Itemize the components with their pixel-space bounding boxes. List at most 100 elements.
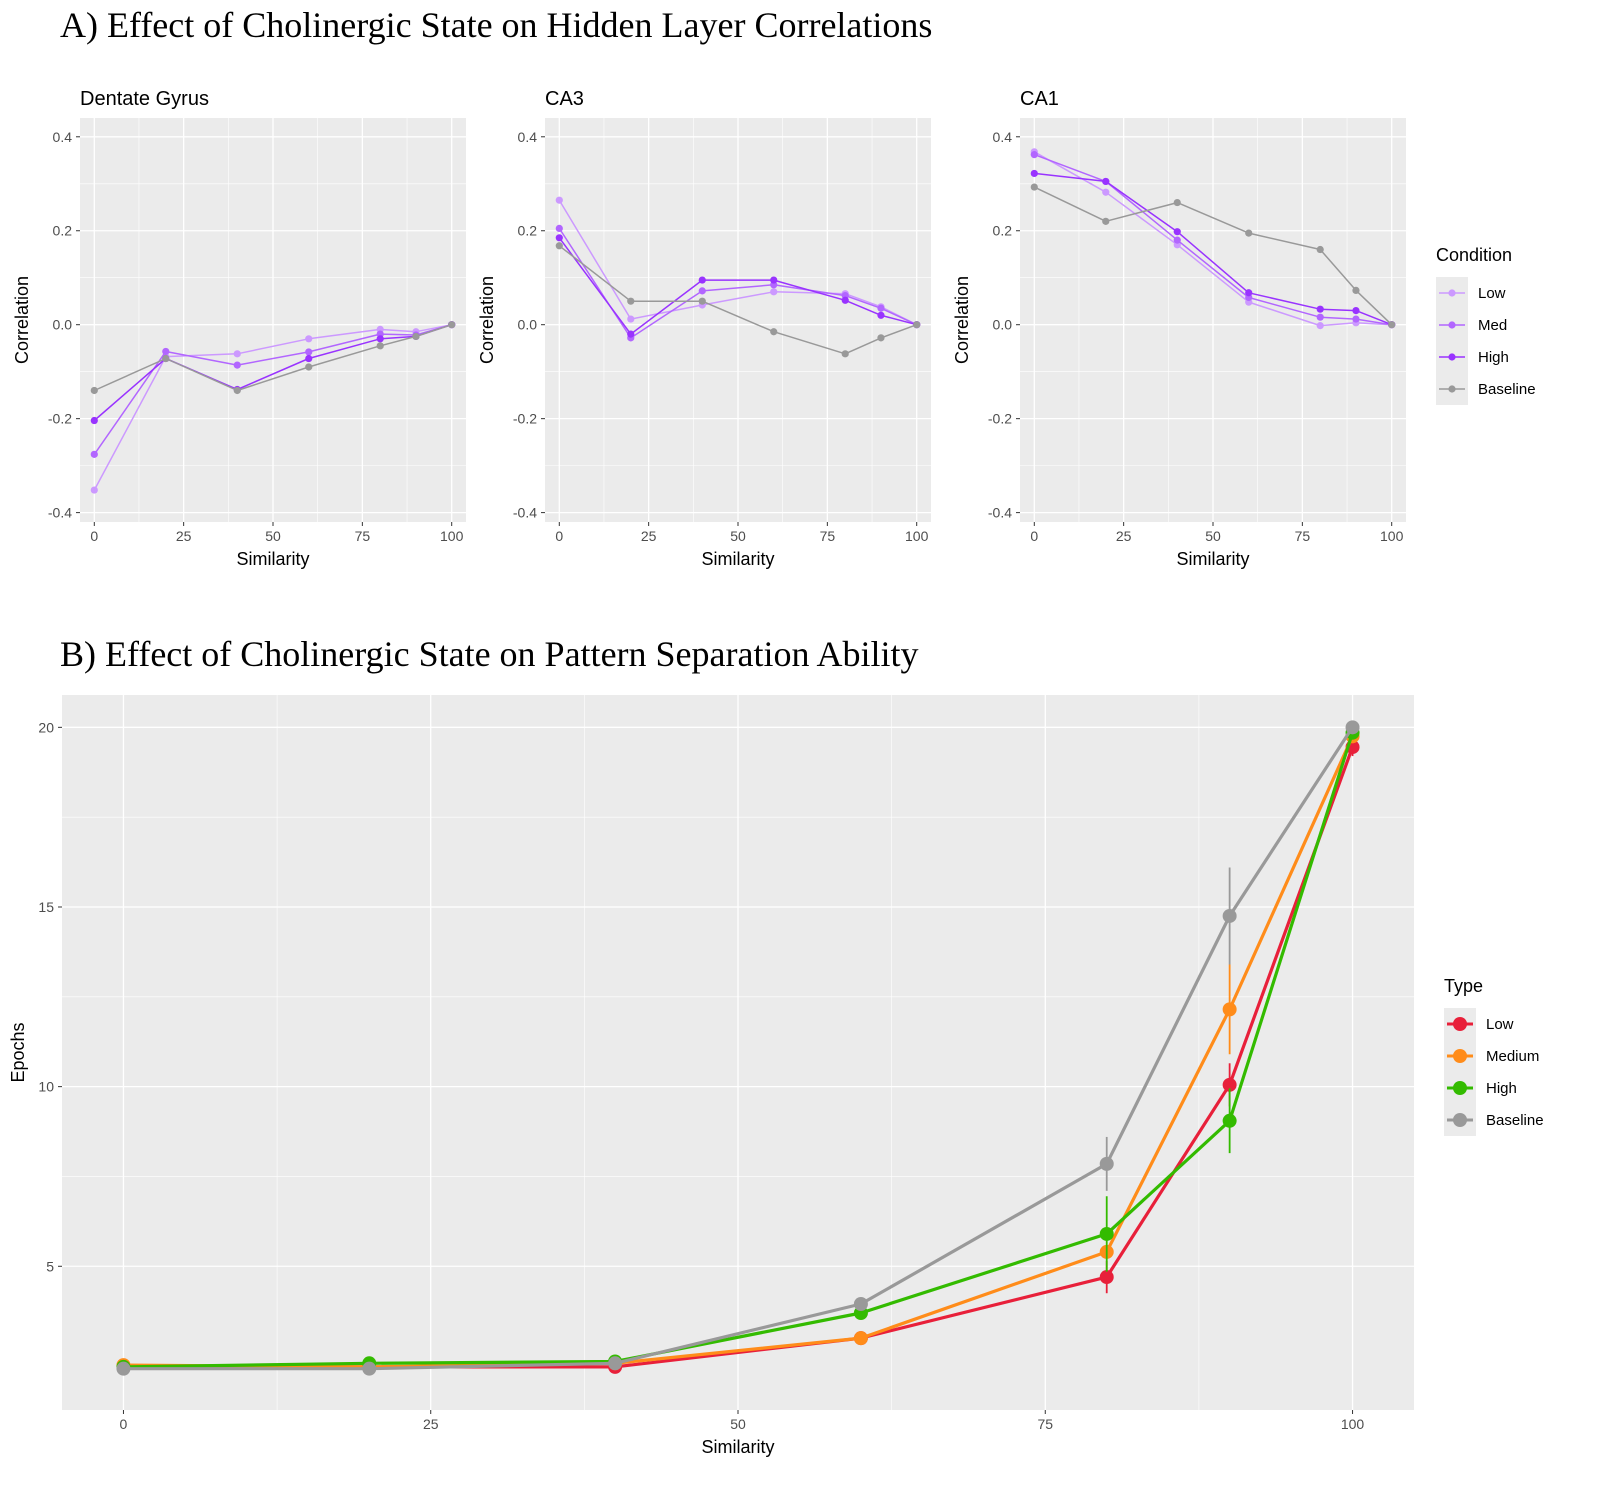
data-point — [376, 335, 384, 343]
data-point — [1352, 315, 1360, 323]
y-tick-label: 0.4 — [518, 129, 538, 145]
data-point — [853, 1297, 868, 1312]
x-tick-label: 25 — [641, 528, 657, 544]
panel-title: CA1 — [1020, 88, 1059, 110]
data-point — [90, 450, 98, 458]
data-point — [1245, 229, 1253, 237]
x-axis-label: Similarity — [1176, 549, 1249, 569]
data-point — [1222, 1002, 1237, 1017]
figure-title-b: B) Effect of Cholinergic State on Patter… — [60, 634, 919, 674]
data-point — [1030, 169, 1038, 178]
x-tick-label: 0 — [90, 528, 98, 544]
data-point — [1099, 1226, 1114, 1241]
series-high — [555, 234, 921, 338]
series-baseline — [1030, 183, 1396, 329]
data-point — [1345, 720, 1360, 735]
y-tick-label: -0.2 — [513, 411, 537, 427]
legend-key-point — [1453, 1081, 1467, 1095]
data-point — [770, 276, 778, 284]
legend-item-label: Low — [1478, 285, 1506, 302]
x-tick-label: 50 — [730, 528, 746, 544]
panel-ca3: 0 25 50 75 100 -0.4 -0.2 0.0 0.2 0.4 CA3 Similarity… — [477, 88, 931, 569]
data-point — [853, 1331, 868, 1346]
data-point — [877, 334, 885, 342]
data-point — [305, 348, 313, 356]
y-axis-label: Correlation — [477, 276, 497, 364]
data-point — [877, 311, 885, 319]
data-point — [1388, 321, 1396, 329]
data-point — [305, 363, 313, 371]
legend-item-low: Low — [1444, 1008, 1514, 1040]
x-tick-label: 50 — [265, 528, 281, 544]
x-tick-label: 75 — [355, 528, 371, 544]
series-baseline — [116, 720, 1360, 1376]
legend-key-point — [1453, 1049, 1467, 1063]
panel-title: CA3 — [545, 88, 584, 110]
legend-type: Type Low Medium High Baseline — [1444, 976, 1544, 1136]
data-point — [1245, 289, 1253, 297]
data-point — [608, 1356, 623, 1371]
legend-title: Condition — [1436, 245, 1512, 265]
x-tick-label: 75 — [820, 528, 836, 544]
data-point — [1102, 217, 1110, 225]
y-tick-label: -0.2 — [988, 411, 1012, 427]
series-high — [1030, 169, 1396, 329]
legend-item-med: Med — [1436, 309, 1507, 341]
data-point — [1030, 183, 1038, 191]
y-tick-label: -0.4 — [513, 505, 537, 521]
data-point — [770, 288, 778, 296]
x-tick-label: 100 — [1341, 1416, 1365, 1432]
data-point — [1099, 1270, 1114, 1285]
x-tick-label: 100 — [905, 528, 929, 544]
data-point — [698, 287, 706, 295]
x-axis-label: Similarity — [701, 1437, 774, 1457]
data-point — [1030, 151, 1038, 159]
panel-title: Dentate Gyrus — [80, 88, 209, 110]
legend-title: Type — [1444, 976, 1483, 996]
data-point — [913, 321, 921, 329]
data-point — [841, 296, 849, 304]
data-point — [627, 315, 635, 323]
y-tick-label: 0.0 — [518, 317, 538, 333]
legend-key-point — [1453, 1113, 1467, 1127]
y-tick-label: 0.4 — [993, 129, 1013, 145]
x-tick-label: 50 — [730, 1416, 746, 1432]
x-axis-label: Similarity — [236, 549, 309, 569]
x-tick-label: 0 — [1030, 528, 1038, 544]
x-tick-label: 100 — [440, 528, 464, 544]
x-tick-label: 50 — [1205, 528, 1221, 544]
y-tick-label: 5 — [46, 1258, 54, 1274]
legend-item-label: Medium — [1486, 1048, 1539, 1065]
data-point — [1222, 1077, 1237, 1092]
y-axis-label: Correlation — [12, 276, 32, 364]
x-tick-label: 100 — [1380, 528, 1404, 544]
series-baseline — [90, 321, 456, 395]
data-point — [90, 486, 98, 494]
data-point — [448, 321, 456, 329]
legend-item-label: Low — [1486, 1016, 1514, 1033]
x-axis-label: Similarity — [701, 549, 774, 569]
panel-dentate-gyrus: 0 25 50 75 100 -0.4 -0.2 0.0 0.2 0.4 Dentate Gyrus… — [12, 88, 466, 569]
data-point — [233, 350, 241, 358]
data-point — [1316, 305, 1324, 313]
legend-key-point — [1448, 385, 1456, 393]
y-tick-label: 10 — [38, 1079, 54, 1095]
data-point — [162, 347, 170, 356]
data-point — [770, 328, 778, 336]
data-point — [90, 386, 98, 395]
data-point — [1316, 245, 1324, 254]
x-tick-label: 25 — [1116, 528, 1132, 544]
y-tick-label: -0.4 — [988, 505, 1012, 521]
data-point — [1173, 198, 1181, 207]
y-tick-label: 20 — [38, 719, 54, 735]
data-point — [1173, 228, 1181, 236]
y-tick-label: 0.2 — [53, 223, 73, 239]
legend-item-label: High — [1486, 1080, 1517, 1097]
y-axis-label: Correlation — [952, 276, 972, 364]
data-point — [162, 354, 170, 363]
y-tick-label: 0.4 — [53, 129, 73, 145]
data-point — [116, 1361, 131, 1376]
legend-item-label: Baseline — [1486, 1112, 1544, 1129]
y-tick-label: 0.0 — [53, 317, 73, 333]
